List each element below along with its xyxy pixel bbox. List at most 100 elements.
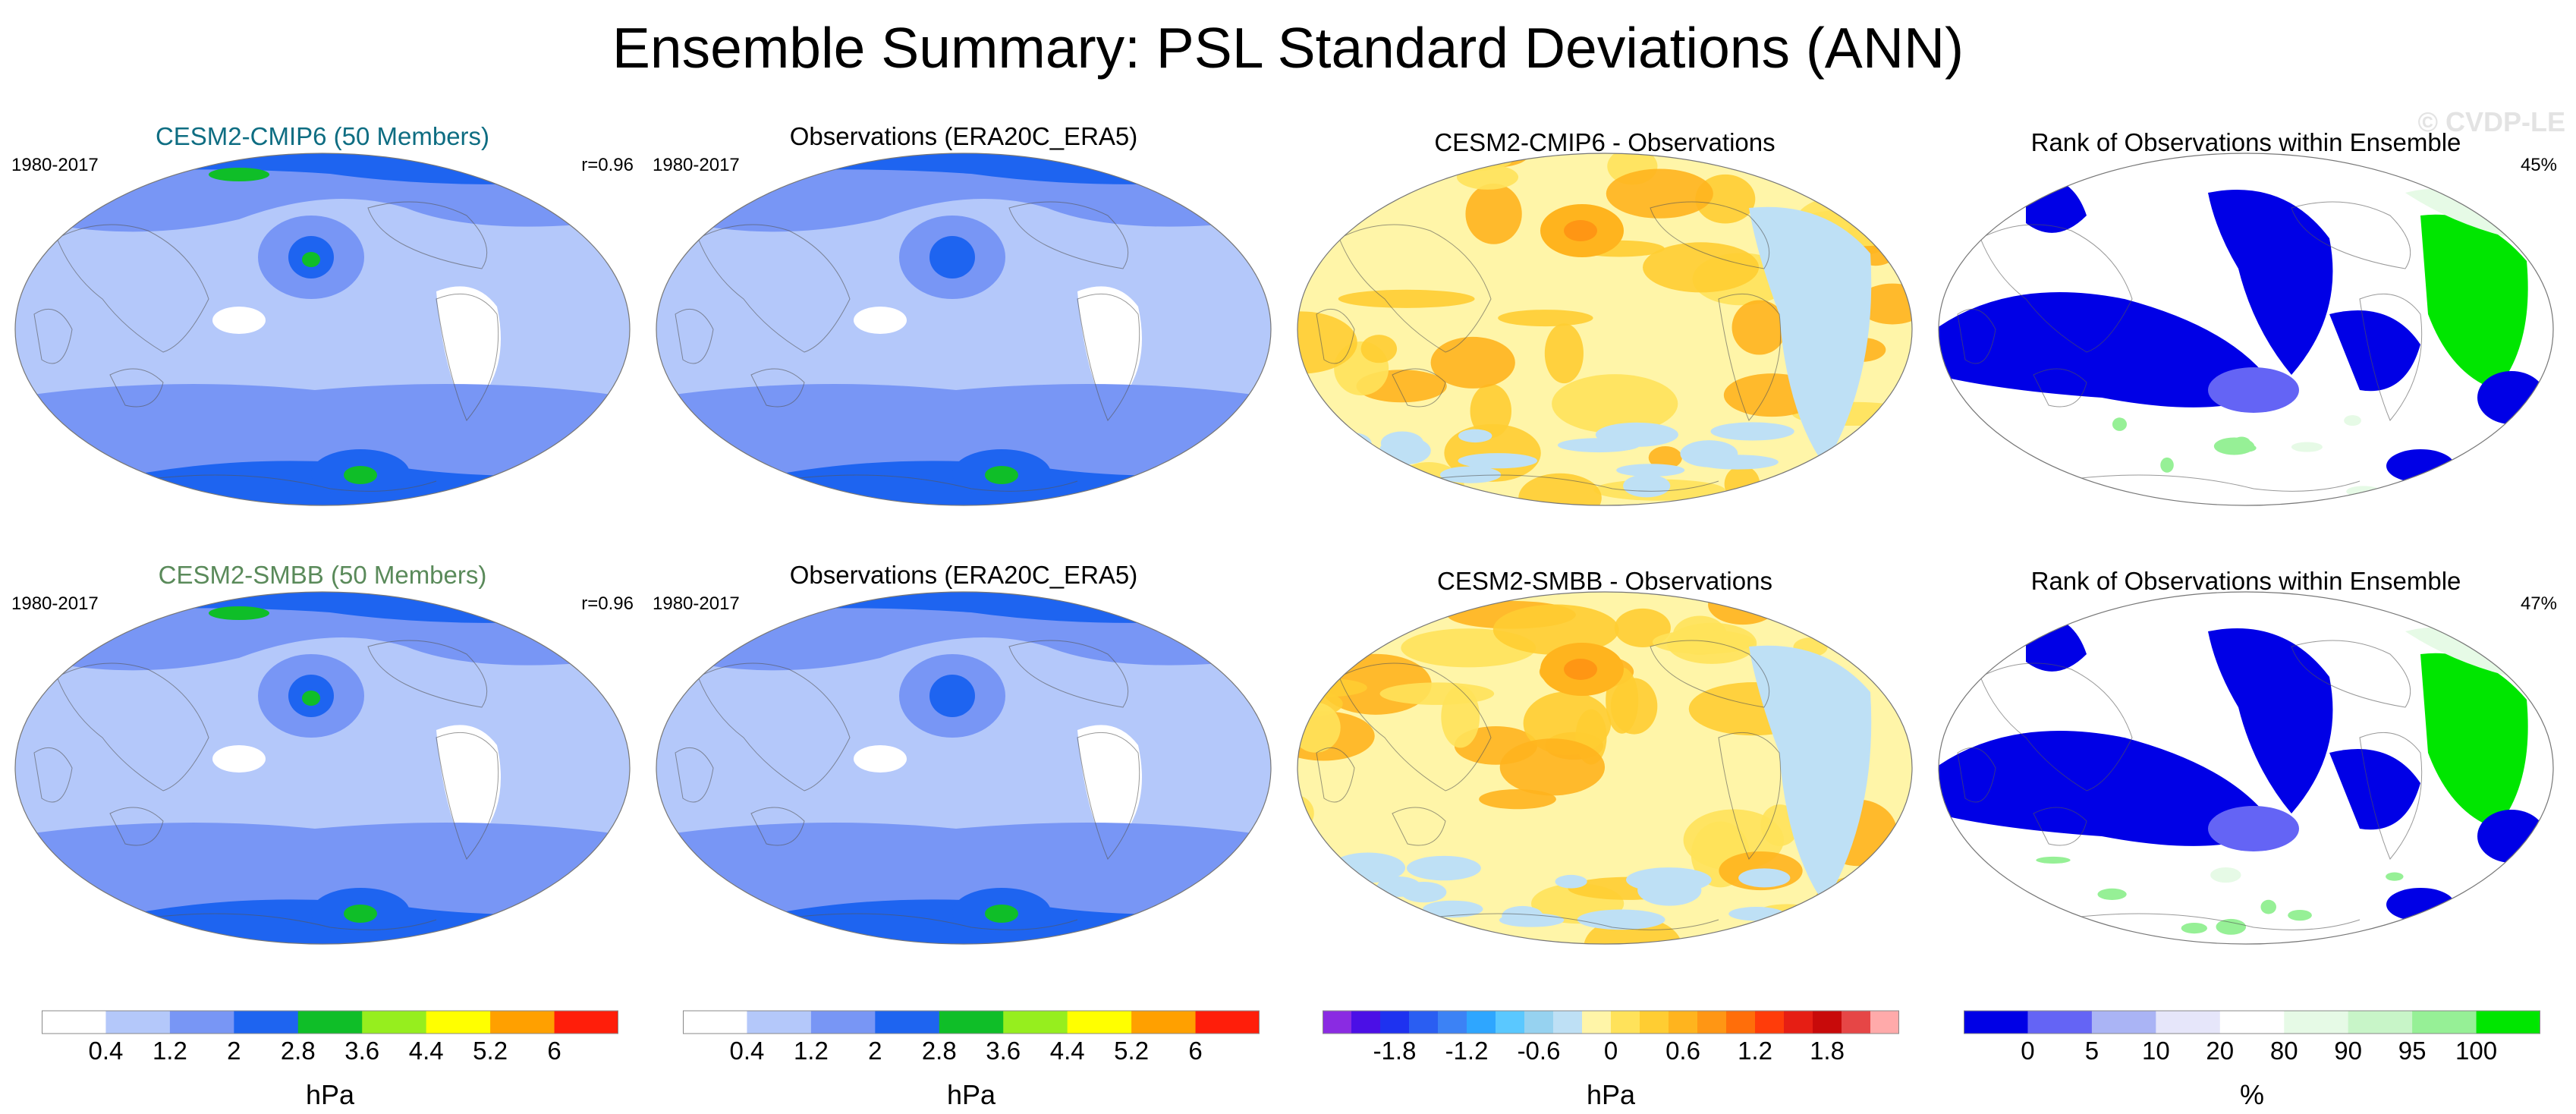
coastlines (675, 640, 1140, 930)
colorbar-swatch (234, 1011, 299, 1034)
colorbar-swatch (875, 1011, 940, 1034)
panel-smbb-diff: CESM2-SMBB - Observations (1286, 560, 1923, 955)
map-outline (656, 591, 1272, 945)
panel-period: 1980-2017 (11, 155, 99, 175)
panel-obs-sd-2: Observations (ERA20C_ERA5) 1980-2017 (645, 560, 1282, 955)
colorbar-swatch (1553, 1011, 1583, 1034)
panel-obs-sd-1: Observations (ERA20C_ERA5) 1980-2017 (645, 121, 1282, 516)
map-outline (656, 153, 1272, 506)
colorbar-frame (1323, 1010, 1899, 1034)
colorbar-tick-label: 3.6 (986, 1037, 1021, 1065)
colorbar-sd-2: 0.4 1.2 2 2.8 3.6 4.4 5.2 6 hPa (683, 1009, 1260, 1110)
coastlines (33, 640, 499, 930)
colorbar-tick-label: 0 (1604, 1037, 1618, 1065)
map-field (656, 592, 1271, 944)
colorbar-tick-label: 1.2 (1738, 1037, 1772, 1065)
map-smbb-sd (14, 591, 631, 945)
colorbar-tick-label: -0.6 (1518, 1037, 1561, 1065)
colorbar-tick-label: 6 (547, 1037, 561, 1065)
watermark: © CVDP-LE (2417, 106, 2565, 137)
panel-title: Observations (ERA20C_ERA5) (789, 561, 1138, 589)
colorbar-swatch (42, 1011, 106, 1034)
colorbar-swatch (297, 1011, 363, 1034)
coastlines (1957, 201, 2423, 492)
colorbar-tick-label: 0.4 (89, 1037, 124, 1065)
colorbar-swatch (1755, 1011, 1785, 1034)
colorbar-swatch (362, 1011, 427, 1034)
colorbar-tick-label: 80 (2270, 1037, 2298, 1065)
colorbar-swatch (2412, 1011, 2477, 1034)
colorbar-tick-label: -1.2 (1445, 1037, 1489, 1065)
colorbar-tick-label: 2 (227, 1037, 241, 1065)
map-field (15, 153, 630, 505)
colorbar-swatch (2476, 1011, 2540, 1034)
colorbar-frame (1964, 1010, 2540, 1034)
map-field (656, 153, 1271, 505)
colorbar-tick-label: 6 (1188, 1037, 1202, 1065)
panel-rank-percent: 47% (2520, 593, 2557, 614)
panel-period: 1980-2017 (653, 593, 740, 614)
colorbar-swatch (1438, 1011, 1467, 1034)
coastlines (33, 201, 499, 492)
colorbar-swatch (1784, 1011, 1813, 1034)
panel-period: 1980-2017 (653, 155, 740, 175)
map-smbb-diff (1297, 591, 1913, 945)
colorbar-swatch (1697, 1011, 1727, 1034)
map-outline (14, 591, 631, 945)
colorbar-swatch (1726, 1011, 1756, 1034)
colorbar-swatch (490, 1011, 555, 1034)
panel-correlation: r=0.96 (581, 593, 634, 614)
map-outline (1297, 591, 1913, 945)
colorbar-frame (683, 1010, 1260, 1034)
colorbar-tick-label: 20 (2206, 1037, 2234, 1065)
colorbar-tick-label: 5 (2085, 1037, 2099, 1065)
panel-cmip6-sd: CESM2-CMIP6 (50 Members) 1980-2017 r=0.9… (4, 121, 641, 516)
colorbar-tick-label: 2 (868, 1037, 882, 1065)
panel-title: Rank of Observations within Ensemble (2030, 128, 2461, 156)
colorbar-swatch (683, 1011, 747, 1034)
colorbar-swatch (747, 1011, 812, 1034)
colorbar-tick-label: 2.8 (281, 1037, 316, 1065)
colorbar-swatch (1496, 1011, 1525, 1034)
colorbar-unit: hPa (305, 1079, 355, 1110)
colorbar-tick-label: 1.2 (794, 1037, 829, 1065)
map-outline (1938, 591, 2554, 945)
colorbar-swatch (1380, 1011, 1410, 1034)
panel-smbb-sd: CESM2-SMBB (50 Members) 1980-2017 r=0.96 (4, 560, 641, 955)
panel-title: CESM2-CMIP6 (50 Members) (155, 122, 490, 150)
colorbar-tick-label: 95 (2398, 1037, 2427, 1065)
colorbar-swatch (1870, 1011, 1899, 1034)
colorbar-tick-label: 10 (2142, 1037, 2170, 1065)
colorbar-unit: hPa (1586, 1079, 1636, 1110)
colorbar-rank: 0 5 10 20 80 90 95 100 % (1964, 1009, 2540, 1110)
colorbar-tick-label: 0 (2021, 1037, 2034, 1065)
panel-rank-percent: 45% (2520, 155, 2557, 175)
panel-period: 1980-2017 (11, 593, 99, 614)
panel-cmip6-rank: Rank of Observations within Ensemble 45% (1927, 121, 2565, 516)
colorbar-swatch (939, 1011, 1004, 1034)
colorbar-sd-1: 0.4 1.2 2 2.8 3.6 4.4 5.2 6 hPa (42, 1009, 618, 1110)
colorbar-swatch (169, 1011, 234, 1034)
colorbar-swatch (1467, 1011, 1496, 1034)
panel-cmip6-diff: CESM2-CMIP6 - Observations (1286, 121, 1923, 516)
colorbar-tick-label: 5.2 (473, 1037, 508, 1065)
map-field (1939, 153, 2553, 505)
colorbar-tick-label: 4.4 (409, 1037, 444, 1065)
colorbar-swatch (1669, 1011, 1698, 1034)
map-cmip6-sd (14, 153, 631, 506)
panel-title: CESM2-SMBB (50 Members) (158, 561, 487, 589)
colorbar-swatch (2219, 1011, 2285, 1034)
panel-title: CESM2-CMIP6 - Observations (1434, 128, 1776, 156)
coastlines (1316, 201, 1782, 492)
colorbar-tick-label: 1.2 (153, 1037, 187, 1065)
colorbar-swatch (1964, 1011, 2028, 1034)
colorbar-swatch (554, 1011, 618, 1034)
panel-title: CESM2-SMBB - Observations (1437, 567, 1772, 595)
map-field (1939, 592, 2553, 944)
map-field (1297, 153, 1912, 505)
map-obs-sd-2 (656, 591, 1272, 945)
coastlines (675, 201, 1140, 492)
map-obs-sd-1 (656, 153, 1272, 506)
colorbar-swatch (1131, 1011, 1197, 1034)
colorbar-swatch (1524, 1011, 1554, 1034)
